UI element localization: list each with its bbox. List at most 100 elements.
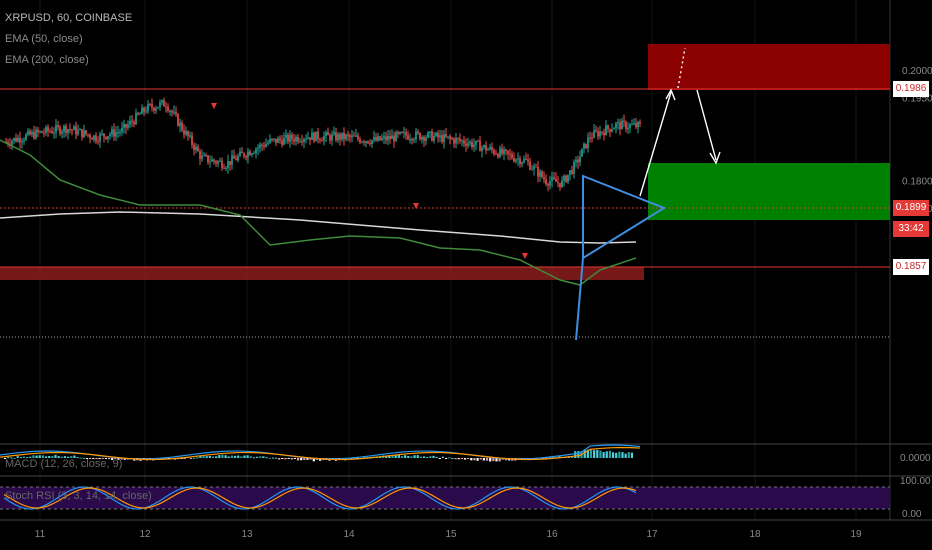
macd-bar <box>473 458 476 461</box>
candle-body <box>487 149 489 151</box>
candle-body <box>481 147 483 152</box>
candle-body <box>495 153 497 155</box>
candle-body <box>581 148 583 157</box>
stoch-d-line <box>3 487 637 509</box>
candle-body <box>217 161 219 164</box>
candle-body <box>319 139 321 141</box>
candle-body <box>545 179 547 184</box>
symbol-title[interactable]: XRPUSD, 60, COINBASE <box>5 12 133 24</box>
candle-body <box>371 140 373 145</box>
candle-body <box>467 143 469 146</box>
ema200-label[interactable]: EMA (200, close) <box>5 54 89 66</box>
red-target-zone <box>648 44 890 90</box>
macd-bar <box>13 457 16 459</box>
macd-bar <box>38 455 41 458</box>
candle-body <box>511 154 513 159</box>
candle-body <box>315 131 317 142</box>
macd-bar <box>602 452 605 458</box>
macd-bar <box>183 458 186 459</box>
x-tick-label: 16 <box>546 529 558 540</box>
macd-label[interactable]: MACD (12, 26, close, 9) <box>5 458 123 470</box>
candle-body <box>313 132 315 142</box>
arrow-head <box>665 88 676 101</box>
candle-body <box>133 122 135 125</box>
signal-marker <box>413 203 419 209</box>
macd-bar <box>457 458 460 460</box>
candle-body <box>95 135 97 142</box>
macd-bar <box>180 458 183 459</box>
candle-body <box>101 133 103 135</box>
macd-bar <box>256 456 259 458</box>
macd-bar <box>479 458 482 460</box>
candle-body <box>525 158 527 160</box>
candle-body <box>637 122 639 128</box>
candle-body <box>455 138 457 144</box>
candle-body <box>363 141 365 143</box>
candle-body <box>429 131 431 133</box>
macd-bar <box>51 456 54 458</box>
candle-body <box>533 166 535 170</box>
macd-bar <box>495 458 498 462</box>
macd-bar <box>92 458 95 459</box>
green-target-zone <box>648 163 890 220</box>
candle-body <box>293 139 295 142</box>
macd-bar <box>615 452 618 458</box>
candle-body <box>535 166 537 168</box>
macd-bar <box>215 456 218 458</box>
macd-bar <box>426 457 429 459</box>
macd-bar <box>104 458 107 459</box>
candle-body <box>503 149 505 154</box>
macd-bar <box>419 456 422 458</box>
candle-body <box>491 147 493 150</box>
candle-body <box>207 155 209 163</box>
candle-body <box>191 135 193 145</box>
candle-body <box>269 138 271 143</box>
macd-bar <box>577 451 580 458</box>
macd-bar <box>621 452 624 458</box>
candle-body <box>595 130 597 132</box>
macd-bar <box>246 455 249 458</box>
candle-body <box>235 158 237 161</box>
macd-bar <box>218 455 221 458</box>
x-tick-label: 13 <box>241 529 253 540</box>
candle-body <box>463 140 465 144</box>
projection-down-arrow <box>696 89 717 161</box>
candle-body <box>591 137 593 139</box>
macd-bar <box>586 449 589 458</box>
macd-bar <box>249 456 252 458</box>
candle-body <box>85 130 87 135</box>
candle-body <box>419 133 421 140</box>
macd-bar <box>618 451 621 458</box>
macd-bar <box>16 456 19 458</box>
candle-body <box>73 126 75 131</box>
candle-body <box>109 134 111 137</box>
candle-body <box>89 134 91 139</box>
ema50-label[interactable]: EMA (50, close) <box>5 33 83 45</box>
candle-body <box>253 152 255 154</box>
candle-body <box>287 134 289 142</box>
macd-bar <box>7 457 10 459</box>
candle-body <box>365 141 367 143</box>
macd-bar <box>284 458 287 460</box>
macd-bar <box>599 450 602 458</box>
stoch-rsi-label[interactable]: Stoch RSI (3, 3, 14, 14, close) <box>5 490 152 502</box>
candle-body <box>461 140 463 142</box>
macd-bar <box>485 458 489 461</box>
candle-body <box>403 132 405 134</box>
macd-bar <box>196 457 199 459</box>
macd-tick-label: 0.0000 <box>900 453 931 464</box>
candle-body <box>99 133 101 142</box>
macd-bar <box>107 458 111 460</box>
macd-bar <box>73 455 76 458</box>
macd-bar <box>432 455 435 458</box>
signal-line <box>0 446 641 461</box>
candle-body <box>311 132 313 140</box>
candle-body <box>49 131 51 133</box>
macd-bar <box>463 458 467 460</box>
candle-body <box>103 133 105 137</box>
macd-bar <box>429 456 432 458</box>
candle-body <box>97 141 99 143</box>
macd-bar <box>482 458 485 461</box>
candle-body <box>171 110 173 113</box>
